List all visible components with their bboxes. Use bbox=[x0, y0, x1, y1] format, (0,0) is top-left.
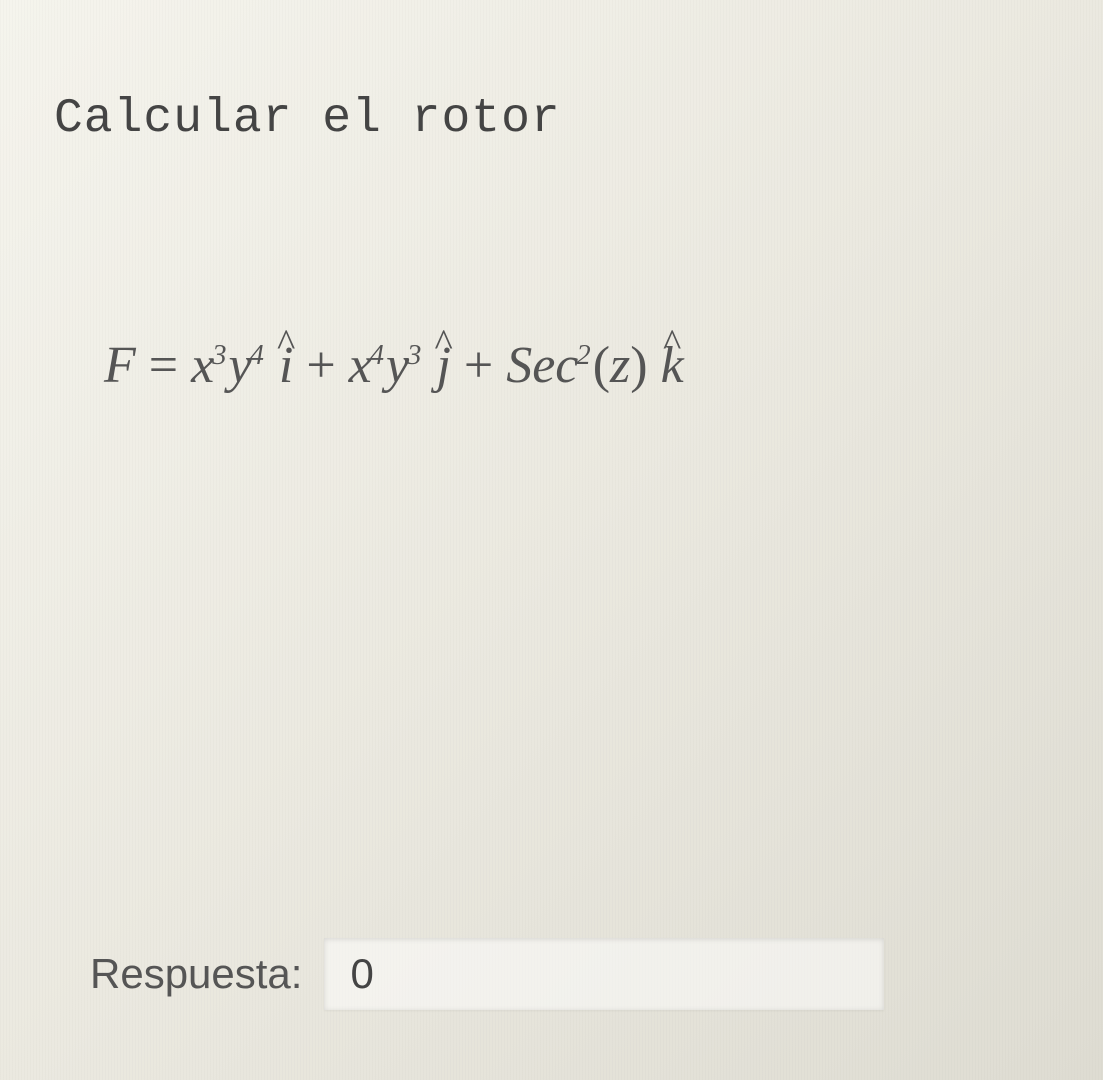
paren-close: ) bbox=[630, 337, 647, 394]
formula-lhs: F bbox=[104, 337, 136, 394]
answer-row: Respuesta: bbox=[90, 938, 884, 1010]
unit-vector-k: k bbox=[661, 336, 684, 395]
t1-x-exp: 3 bbox=[212, 340, 226, 371]
plus-2: + bbox=[451, 337, 506, 394]
t2-y-exp: 3 bbox=[407, 340, 421, 371]
equals-sign: = bbox=[136, 337, 191, 394]
unit-vector-i: i bbox=[279, 336, 293, 395]
sec-exp: 2 bbox=[576, 340, 590, 371]
answer-label: Respuesta: bbox=[90, 950, 302, 998]
t2-x-exp: 4 bbox=[370, 340, 384, 371]
sec-arg: z bbox=[610, 337, 630, 394]
question-title: Calcular el rotor bbox=[54, 92, 1059, 146]
formula: F = x3y4 i + x4y3 j + Sec2(z) k bbox=[104, 336, 1059, 395]
paren-open: ( bbox=[593, 337, 610, 394]
t2-x: x bbox=[349, 337, 372, 394]
sec-func: Sec bbox=[506, 337, 578, 394]
unit-vector-j: j bbox=[436, 336, 450, 395]
t1-y: y bbox=[228, 337, 251, 394]
answer-input[interactable] bbox=[324, 938, 884, 1010]
t2-y: y bbox=[386, 337, 409, 394]
t1-x: x bbox=[191, 337, 214, 394]
t1-y-exp: 4 bbox=[250, 340, 264, 371]
plus-1: + bbox=[293, 337, 348, 394]
question-card: Calcular el rotor F = x3y4 i + x4y3 j + … bbox=[44, 62, 1059, 1020]
